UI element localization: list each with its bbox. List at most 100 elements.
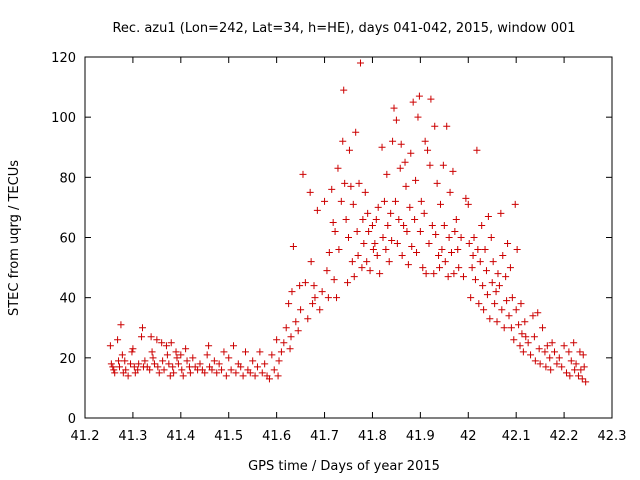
data-point-plus-marker [273,336,281,344]
data-point-plus-marker [420,209,428,217]
data-point-plus-marker [299,170,307,178]
data-point-plus-marker [444,273,452,281]
data-point-plus-marker [576,348,584,356]
x-tick-label: 41.5 [214,429,243,444]
data-point-plus-marker [535,345,543,353]
data-point-plus-marker [118,351,126,359]
data-point-plus-marker [415,92,423,100]
y-tick-label: 40 [59,292,76,307]
data-point-plus-marker [476,258,484,266]
data-point-plus-marker [189,354,197,362]
data-point-plus-marker [384,221,392,229]
data-point-plus-marker [301,279,309,287]
data-point-plus-marker [504,240,512,248]
data-point-plus-marker [542,363,550,371]
data-point-plus-marker [482,267,490,275]
data-point-plus-marker [454,246,462,254]
data-point-plus-marker [469,252,477,260]
data-point-plus-marker [364,209,372,217]
data-point-plus-marker [361,188,369,196]
data-point-plus-marker [579,351,587,359]
data-point-plus-marker [409,98,417,106]
data-point-plus-marker [402,182,410,190]
data-point-plus-marker [397,140,405,148]
data-point-plus-marker [246,369,254,377]
data-point-plus-marker [147,333,155,341]
data-point-plus-marker [539,324,547,332]
data-point-plus-marker [510,336,518,344]
data-point-plus-marker [230,342,238,350]
data-point-plus-marker [486,315,494,323]
data-point-plus-marker [324,294,332,302]
data-point-plus-marker [274,372,282,380]
data-point-plus-marker [577,366,585,374]
data-point-plus-marker [130,363,138,371]
y-tick-label: 100 [51,111,76,126]
data-point-plus-marker [289,243,297,251]
data-point-plus-marker [522,333,530,341]
data-point-plus-marker [310,282,318,290]
data-point-plus-marker [358,264,366,272]
y-tick-label: 80 [59,171,76,186]
data-point-plus-marker [570,339,578,347]
data-point-plus-marker [449,167,457,175]
x-tick-label: 41.2 [71,429,100,444]
data-point-plus-marker [431,122,439,130]
data-point-plus-marker [249,357,257,365]
data-point-plus-marker [138,333,146,341]
data-point-plus-marker [441,258,449,266]
data-point-plus-marker [169,363,177,371]
data-point-plus-marker [374,203,382,211]
data-point-plus-marker [167,339,175,347]
data-point-plus-marker [407,149,415,157]
data-point-plus-marker [503,297,511,305]
data-point-plus-marker [452,215,460,223]
data-point-plus-marker [547,366,555,374]
data-point-plus-marker [135,360,143,368]
data-point-plus-marker [446,188,454,196]
data-point-plus-marker [172,348,180,356]
data-point-plus-marker [512,306,520,314]
data-point-plus-marker [173,354,181,362]
data-point-plus-marker [366,267,374,275]
data-point-plus-marker [473,146,481,154]
data-point-plus-marker [553,360,561,368]
data-point-plus-marker [210,357,218,365]
data-point-plus-marker [443,122,451,130]
data-point-plus-marker [296,282,304,290]
data-point-plus-marker [354,252,362,260]
data-point-plus-marker [205,342,213,350]
data-point-plus-marker [285,300,293,308]
x-tick-label: 41.6 [262,429,291,444]
data-point-plus-marker [425,240,433,248]
data-point-plus-marker [517,300,525,308]
data-point-plus-marker [392,116,400,124]
data-point-plus-marker [365,227,373,235]
data-point-plus-marker [174,360,182,368]
data-point-plus-marker [146,366,154,374]
data-point-plus-marker [160,366,168,374]
data-point-plus-marker [342,215,350,223]
data-point-plus-marker [411,215,419,223]
data-point-plus-marker [471,276,479,284]
data-point-plus-marker [413,249,421,257]
data-point-plus-marker [277,348,285,356]
data-point-plus-marker [404,261,412,269]
data-point-plus-marker [311,294,319,302]
data-point-plus-marker [448,249,456,257]
data-point-plus-marker [436,264,444,272]
data-point-plus-marker [395,215,403,223]
data-point-plus-marker [548,339,556,347]
y-tick-label: 120 [51,51,76,66]
data-point-plus-marker [480,306,488,314]
data-point-plus-marker [334,164,342,172]
data-point-plus-marker [531,357,539,365]
data-point-plus-marker [396,164,404,172]
data-point-plus-marker [353,227,361,235]
x-tick-label: 41.7 [310,429,339,444]
data-point-plus-marker [110,366,118,374]
y-tick-label: 20 [59,352,76,367]
data-point-plus-marker [124,372,132,380]
y-tick-label: 60 [59,232,76,247]
data-point-plus-marker [251,372,259,380]
